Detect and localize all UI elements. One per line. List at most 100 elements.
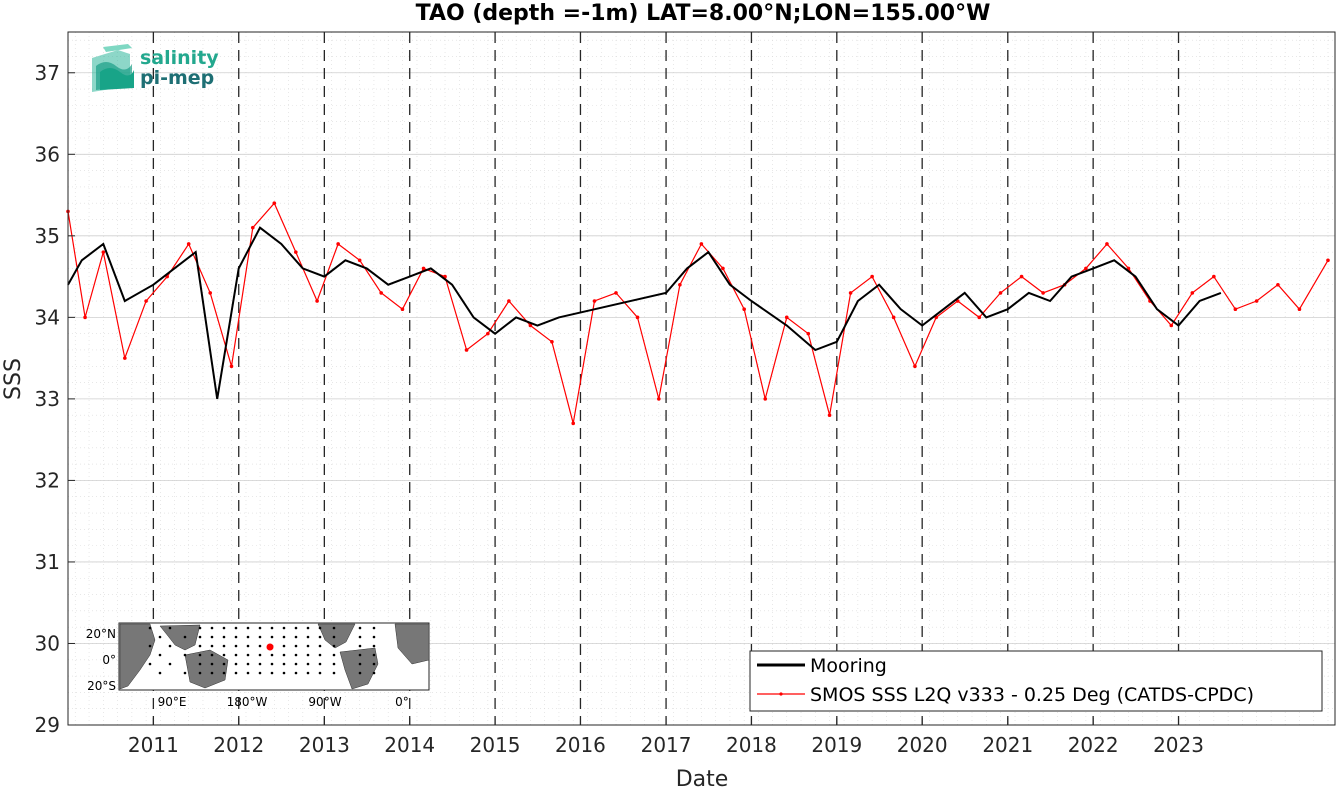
inset-map-dot [222, 662, 226, 666]
inset-map-dot [210, 671, 214, 675]
inset-map-dot [306, 653, 310, 657]
smos-point [1297, 307, 1302, 312]
inset-map-landmasses [119, 623, 430, 690]
inset-lon-label-90w: 90°W [308, 695, 341, 709]
smos-point [678, 282, 682, 287]
y-tick-label: 31 [35, 550, 60, 574]
inset-map-dot [306, 626, 310, 630]
inset-map-dot [358, 644, 362, 648]
x-axis-ticks: 2011 2012 2013 2014 2015 2016 2017 2018 2019 2020… [128, 718, 1204, 757]
inset-map-dot [270, 662, 274, 666]
inset-map-dot [148, 626, 152, 630]
inset-map-dot [332, 662, 336, 666]
inset-map-dot [358, 671, 362, 675]
inset-map-dot [258, 626, 262, 630]
x-tick-label: 2012 [213, 733, 264, 757]
inset-map-dot [372, 635, 376, 639]
smos-point [1084, 266, 1088, 271]
smos-point [571, 421, 576, 426]
inset-map-dot [246, 626, 250, 630]
inset-map-dot [372, 626, 376, 630]
inset-map-dot [372, 662, 376, 666]
y-tick-label: 33 [35, 387, 60, 411]
inset-map-dot [282, 626, 286, 630]
smos-point [250, 225, 255, 230]
inset-map-dot [246, 671, 250, 675]
inset-map-dot [234, 662, 238, 666]
inset-map-dot [246, 644, 250, 648]
inset-map-dot [332, 635, 336, 639]
smos-point [186, 242, 191, 246]
x-tick-label: 2023 [1153, 733, 1204, 757]
smos-point [977, 315, 982, 320]
inset-map-dot [318, 644, 322, 648]
smos-point [763, 397, 768, 401]
x-tick-label: 2017 [641, 733, 692, 757]
inset-map-location-marker [266, 643, 274, 651]
inset-map-dot [282, 662, 286, 666]
inset-map-dot [210, 626, 214, 630]
inset-map-dot [372, 644, 376, 648]
smos-series [66, 201, 1330, 426]
inset-map-dot [270, 671, 274, 675]
inset-map-dot [222, 644, 226, 648]
inset-map-dot [306, 662, 310, 666]
smos-point [1105, 242, 1109, 246]
inset-lat-label-0: 0° [102, 653, 116, 667]
inset-map-dot [246, 635, 250, 639]
smos-point [123, 356, 127, 360]
inset-map-dot [234, 671, 238, 675]
y-tick-label: 35 [35, 224, 60, 248]
inset-map-dot [246, 662, 250, 666]
inset-map-dot [168, 626, 172, 630]
smos-point [294, 250, 298, 254]
inset-map-dot [306, 635, 310, 639]
inset-lon-label-0: 0° [395, 695, 409, 709]
inset-map-dot [318, 635, 322, 639]
smos-point [806, 331, 811, 336]
inset-map-dot [332, 644, 336, 648]
inset-map-dot [294, 671, 298, 675]
inset-map-dot [282, 644, 286, 648]
inset-map-dot [332, 626, 336, 630]
inset-map-dot [148, 644, 152, 648]
y-tick-label: 30 [35, 631, 60, 655]
smos-point [913, 364, 917, 369]
inset-map-dot [258, 653, 262, 657]
x-axis-label: Date [676, 767, 729, 790]
smos-point [1169, 323, 1174, 328]
y-tick-label: 37 [35, 61, 60, 85]
smos-point [208, 291, 213, 295]
inset-map-dot [258, 662, 262, 666]
inset-map-dot [198, 635, 202, 639]
inset-map-dot [234, 653, 238, 657]
smos-point [229, 364, 234, 369]
y-axis-label: SSS [1, 358, 26, 400]
x-tick-label: 2020 [897, 733, 948, 757]
inset-map-dot [198, 653, 202, 657]
salinity-pimep-logo: salinity pi-mep [92, 44, 219, 92]
inset-map-dot [270, 653, 274, 657]
inset-map-dot [332, 671, 336, 675]
inset-map-dot [282, 671, 286, 675]
y-axis-ticks: 29 30 31 32 33 34 35 36 37 [35, 61, 75, 737]
inset-map-mooring-dots [148, 626, 376, 675]
inset-map-dot [210, 635, 214, 639]
inset-map: 20°N 0° 20°S 90°E 180°W 90°W 0° [86, 622, 430, 709]
x-tick-label: 2021 [982, 733, 1033, 757]
smos-point [550, 340, 554, 344]
smos-point [83, 315, 87, 320]
x-tick-label: 2011 [128, 733, 179, 757]
inset-map-dot [294, 644, 298, 648]
x-tick-label: 2013 [299, 733, 350, 757]
chart-title: TAO (depth =-1m) LAT=8.00°N;LON=155.00°W [416, 1, 991, 26]
smos-point [614, 291, 618, 295]
inset-map-dot [318, 662, 322, 666]
plot-frame [67, 31, 1336, 726]
smos-point [1019, 274, 1024, 279]
smos-point [421, 266, 426, 271]
inset-map-dot [372, 653, 376, 657]
smos-point [1233, 307, 1238, 312]
inset-map-dot [198, 644, 202, 648]
